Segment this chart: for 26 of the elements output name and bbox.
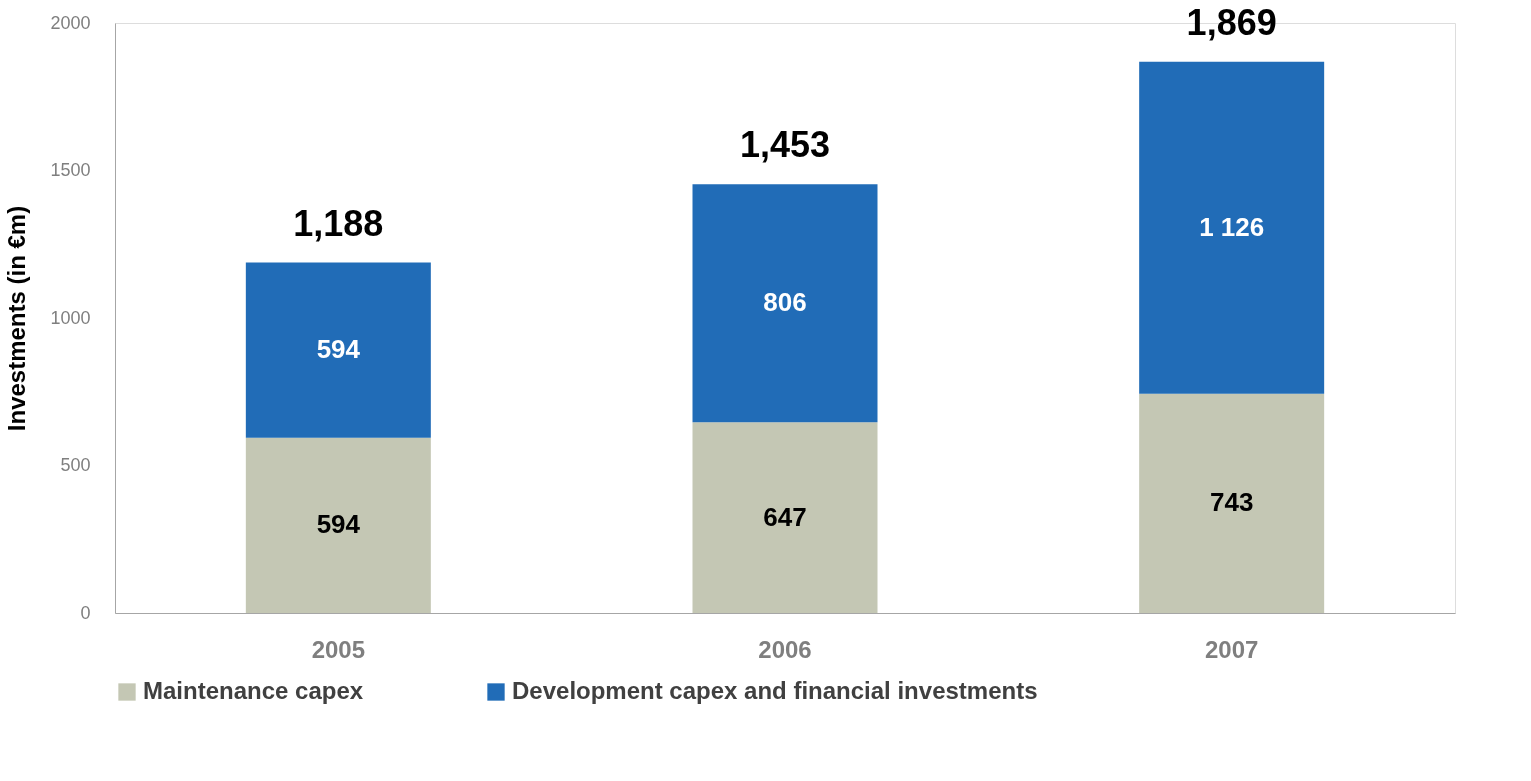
y-tick-label: 0	[80, 602, 91, 623]
y-tick-label: 2000	[50, 12, 91, 33]
data-label: 1 126	[1199, 211, 1265, 242]
bar	[245, 437, 431, 613]
y-tick-label: 500	[60, 455, 91, 475]
y-tick-label: 1500	[50, 160, 91, 180]
bar	[1139, 61, 1325, 394]
bar	[692, 184, 878, 423]
y-axis-title: Investments (in €m)	[3, 205, 31, 432]
data-label: 806	[763, 287, 807, 318]
total-label: 1,869	[1186, 1, 1277, 43]
bar	[1139, 393, 1325, 613]
y-tick-label: 1000	[50, 307, 91, 328]
x-tick-label: 2005	[311, 635, 366, 663]
data-label: 743	[1209, 487, 1254, 518]
bar	[692, 422, 878, 613]
total-label: 1,188	[293, 202, 384, 244]
data-label: 594	[316, 334, 361, 365]
total-label: 1,453	[739, 124, 831, 166]
x-tick-label: 2006	[758, 635, 812, 663]
x-tick-label: 2007	[1204, 635, 1259, 663]
legend-label: Development capex and financial investments	[512, 677, 1038, 704]
data-label: 647	[763, 501, 807, 532]
bar	[245, 262, 431, 438]
data-label: 594	[316, 509, 361, 540]
legend-label: Maintenance capex	[143, 677, 364, 704]
